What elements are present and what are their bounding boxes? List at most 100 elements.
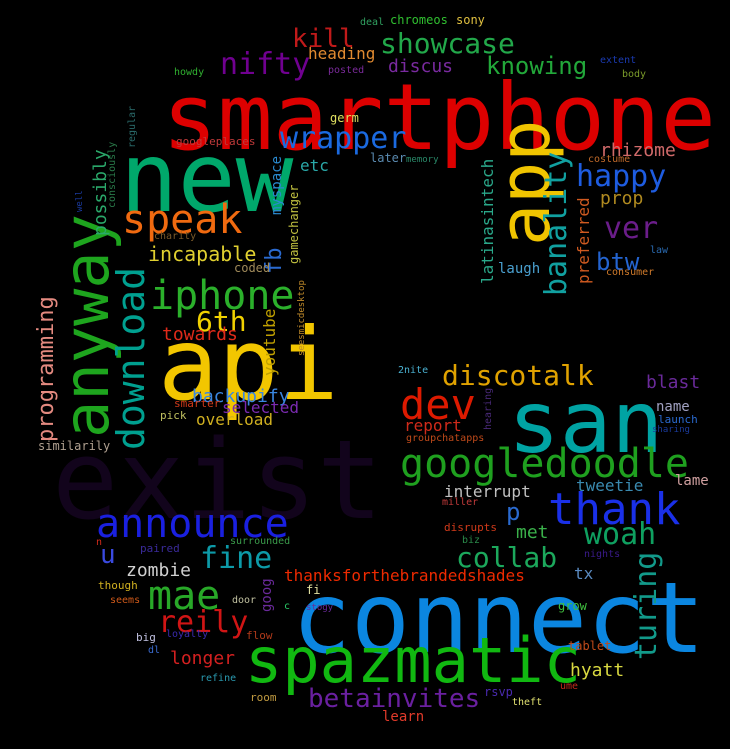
cloud-word: later bbox=[370, 151, 407, 165]
cloud-word: surrounded bbox=[230, 536, 291, 547]
cloud-word: rsvp bbox=[484, 685, 513, 699]
cloud-word: grow bbox=[558, 599, 587, 613]
cloud-word: dev bbox=[400, 380, 476, 429]
cloud-word: p bbox=[506, 498, 521, 526]
cloud-word: fi bbox=[306, 583, 321, 597]
cloud-word: overload bbox=[196, 410, 274, 429]
cloud-word: betainvites bbox=[308, 684, 481, 714]
cloud-word: goog bbox=[259, 578, 275, 612]
cloud-word: new bbox=[120, 122, 294, 234]
cloud-word: latinasintech bbox=[478, 158, 497, 284]
cloud-word: selected bbox=[222, 398, 300, 417]
cloud-word: though bbox=[98, 579, 138, 592]
cloud-word: laugh bbox=[498, 261, 541, 277]
cloud-word: reily bbox=[158, 605, 249, 640]
cloud-word: nights bbox=[584, 549, 621, 560]
cloud-word: sharing bbox=[652, 425, 690, 435]
cloud-word: gamechanger bbox=[287, 184, 301, 264]
cloud-word: nifty bbox=[220, 47, 311, 82]
cloud-word: tx bbox=[574, 564, 594, 583]
cloud-word: big bbox=[136, 631, 156, 644]
cloud-word: germ bbox=[330, 111, 359, 125]
cloud-word: btw bbox=[596, 248, 640, 276]
cloud-word: 6th bbox=[196, 305, 247, 338]
cloud-word: c bbox=[284, 601, 291, 612]
cloud-word: biz bbox=[462, 535, 481, 546]
cloud-word: room bbox=[250, 691, 277, 704]
cloud-word: api bbox=[158, 306, 339, 423]
cloud-word: spazmatic bbox=[245, 624, 581, 697]
cloud-word: discus bbox=[388, 56, 454, 77]
cloud-word: wrapper bbox=[280, 121, 407, 156]
cloud-word: 2nite bbox=[398, 365, 429, 376]
cloud-word: announce bbox=[96, 501, 289, 547]
cloud-word: youtube bbox=[260, 308, 279, 376]
cloud-word: lame bbox=[675, 473, 709, 489]
cloud-word: well bbox=[75, 190, 85, 212]
cloud-word: rhizome bbox=[600, 140, 676, 161]
cloud-word: loyalty bbox=[166, 629, 209, 640]
cloud-word: door bbox=[232, 595, 257, 606]
cloud-word: consumer bbox=[606, 267, 655, 278]
cloud-word: howdy bbox=[174, 67, 205, 78]
cloud-word: n bbox=[96, 537, 103, 548]
cloud-word: connect bbox=[292, 562, 706, 676]
cloud-word: tablet bbox=[568, 639, 612, 653]
cloud-word: regular bbox=[127, 105, 138, 148]
cloud-word: towards bbox=[162, 324, 238, 345]
cloud-word: smarter bbox=[174, 397, 221, 410]
cloud-word: blast bbox=[646, 372, 701, 393]
cloud-word: mae bbox=[148, 573, 221, 619]
cloud-word: refine bbox=[200, 673, 237, 684]
cloud-word: groupchatapps bbox=[406, 433, 485, 444]
cloud-word: happy bbox=[576, 159, 667, 194]
cloud-word: posted bbox=[328, 65, 365, 76]
cloud-word: etc bbox=[300, 156, 329, 175]
cloud-word: deal bbox=[360, 17, 385, 28]
cloud-word: sony bbox=[456, 13, 485, 27]
cloud-word: banality bbox=[539, 151, 574, 297]
cloud-word: similarily bbox=[38, 439, 111, 453]
cloud-word: woah bbox=[584, 517, 657, 552]
cloud-word: report bbox=[404, 416, 462, 435]
cloud-word: memory bbox=[406, 155, 439, 165]
cloud-word: zombie bbox=[126, 560, 192, 581]
cloud-word: consciously bbox=[107, 141, 118, 208]
cloud-word: iphone bbox=[150, 273, 295, 319]
cloud-word: san bbox=[508, 373, 664, 473]
cloud-word: smartphone bbox=[162, 64, 716, 171]
cloud-word: knowing bbox=[486, 52, 588, 80]
cloud-word: hyatt bbox=[570, 660, 625, 681]
cloud-word: miller bbox=[442, 497, 479, 508]
cloud-word: u bbox=[100, 540, 116, 570]
cloud-word: speak bbox=[122, 197, 243, 243]
cloud-word: heading bbox=[308, 44, 376, 63]
cloud-word: stogy bbox=[306, 603, 334, 613]
cloud-word: chromeos bbox=[390, 13, 448, 27]
cloud-word: disrupts bbox=[444, 521, 497, 534]
cloud-word: learn bbox=[382, 709, 425, 725]
cloud-word: seems bbox=[110, 595, 141, 606]
cloud-word: law bbox=[650, 245, 669, 256]
cloud-word: ume bbox=[560, 681, 579, 692]
cloud-word: googleplaces bbox=[176, 135, 256, 148]
cloud-word: download bbox=[109, 266, 153, 450]
cloud-word: tweetie bbox=[576, 476, 644, 495]
cloud-word: flow bbox=[246, 629, 273, 642]
cloud-word: discotalk bbox=[442, 359, 594, 392]
cloud-word: turing bbox=[629, 551, 664, 660]
cloud-word: seesmicdesktop bbox=[297, 280, 307, 356]
cloud-word: name bbox=[656, 399, 690, 415]
cloud-word: collab bbox=[456, 541, 558, 574]
cloud-word: programming bbox=[34, 296, 59, 442]
cloud-word: hearing bbox=[483, 387, 494, 430]
cloud-word: googledoodle bbox=[400, 441, 689, 487]
cloud-word: paired bbox=[140, 542, 180, 555]
cloud-word: costume bbox=[588, 154, 631, 165]
cloud-word: body bbox=[622, 69, 647, 80]
cloud-word: myspace bbox=[269, 155, 285, 215]
cloud-word: longer bbox=[170, 648, 236, 669]
cloud-word: met bbox=[516, 522, 549, 543]
cloud-word: coded bbox=[234, 261, 271, 275]
